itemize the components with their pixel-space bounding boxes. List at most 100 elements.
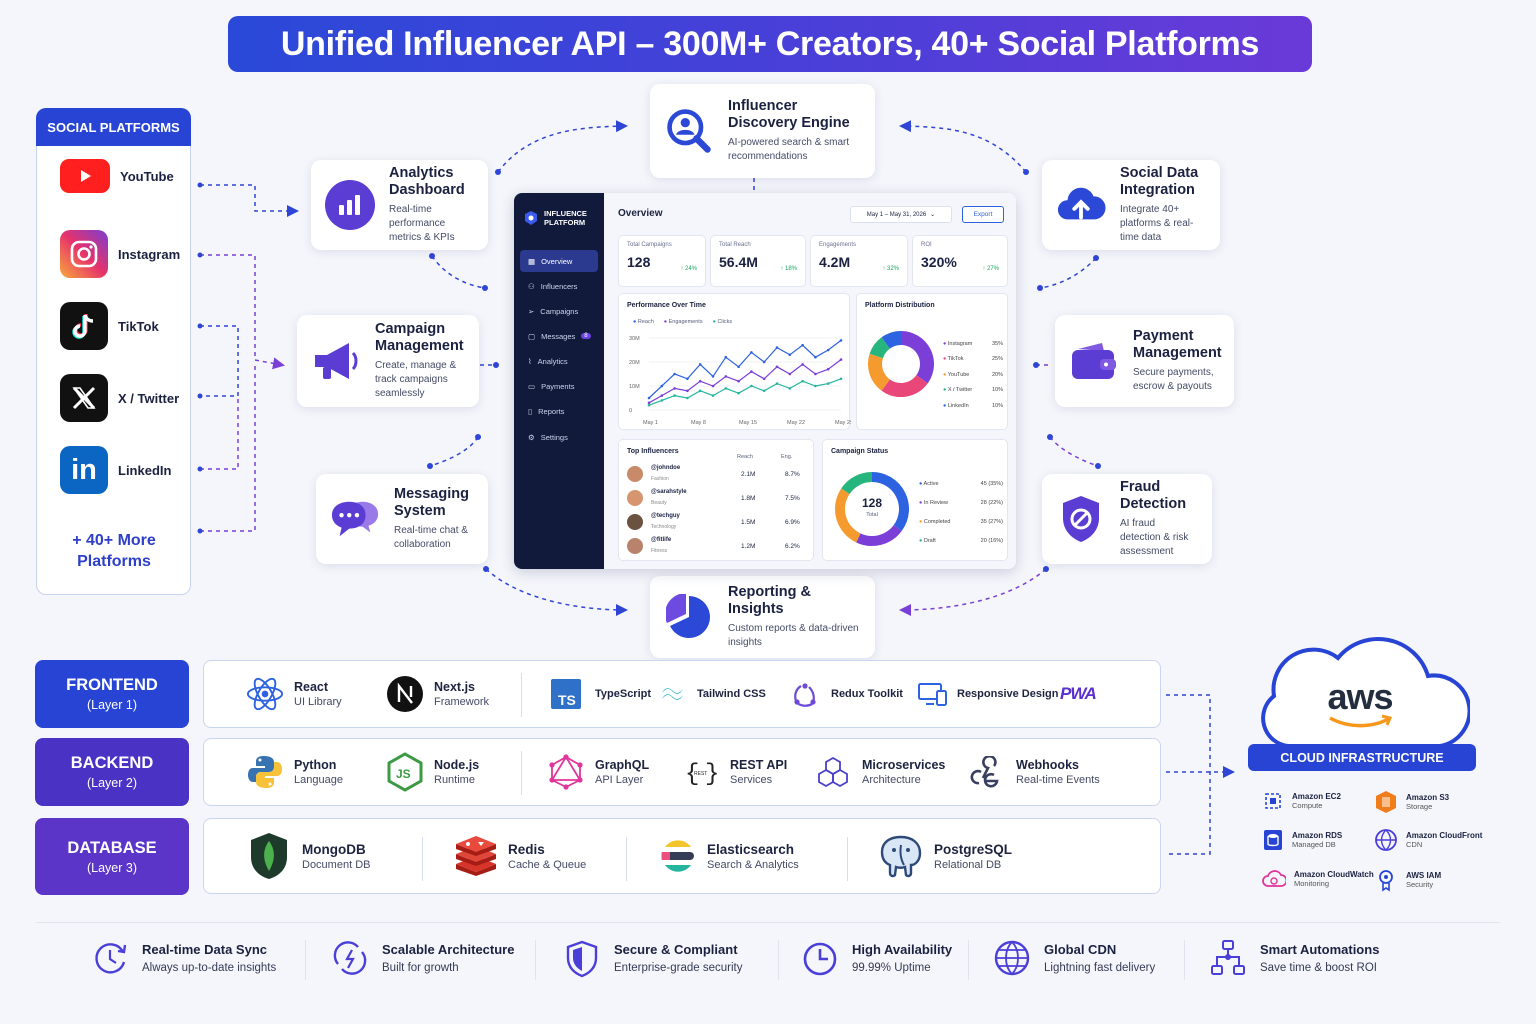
- avatar: [627, 490, 643, 506]
- influencer-row[interactable]: @sarahstyle Beauty 1.8M 7.5%: [627, 488, 807, 508]
- data-point: [801, 379, 804, 383]
- nav-payments[interactable]: ▭ Payments: [528, 381, 575, 391]
- nextjs-icon: [386, 675, 424, 713]
- platform-instagram[interactable]: Instagram: [60, 230, 180, 278]
- brand-logo-icon: [525, 211, 537, 225]
- donut-slice: [856, 524, 902, 546]
- feature-fraud-detection[interactable]: Fraud Detection AI fraud detection & risk…: [1042, 474, 1212, 564]
- export-button[interactable]: Export: [962, 206, 1004, 223]
- series-line-engagements: [648, 359, 842, 404]
- panel-title: Campaign Status: [831, 448, 889, 455]
- legend-row: ● LinkedIn 10%: [943, 402, 1003, 409]
- aws-service-s3[interactable]: Amazon S3 Storage: [1374, 790, 1449, 814]
- tech-webhooks[interactable]: Webhooks Real-time Events: [968, 739, 1100, 805]
- legend-row: ● Draft 20 (16%): [919, 537, 1003, 544]
- divider: [36, 922, 1500, 923]
- feature-reporting-insights[interactable]: Reporting & Insights Custom reports & dat…: [650, 576, 875, 658]
- avatar: [627, 466, 643, 482]
- cloudfront-icon: [1375, 829, 1397, 851]
- performance-line-chart: 30M 20M 10M 0 May 1 May 8 May 15 May 22 May 29: [629, 336, 851, 426]
- chevron-down-icon: ⌄: [930, 212, 936, 218]
- aws-service-iam[interactable]: AWS IAM Security: [1374, 868, 1441, 892]
- platform-tiktok[interactable]: TikTok: [60, 302, 159, 350]
- aws-logo: aws: [1327, 676, 1393, 717]
- nav-analytics[interactable]: ⌇ Analytics: [528, 356, 568, 366]
- data-point: [737, 365, 740, 369]
- tech-pwa[interactable]: PWA: [1060, 661, 1097, 727]
- donut-slice: [871, 472, 909, 532]
- data-point: [788, 372, 792, 376]
- aws-service-ec2[interactable]: Amazon EC2 Compute: [1262, 790, 1341, 812]
- status-total: 128: [861, 496, 883, 510]
- tech-nextjs[interactable]: Next.js Framework: [386, 661, 489, 727]
- feature-analytics-dashboard[interactable]: Analytics Dashboard Real-time performance…: [311, 160, 488, 250]
- nav-settings[interactable]: ⚙ Settings: [528, 432, 568, 442]
- tech-postgresql[interactable]: PostgreSQL Relational DB: [878, 819, 1012, 893]
- tech-graphql[interactable]: GraphQL API Layer: [547, 739, 649, 805]
- tech-rest-api[interactable]: {} REST REST API Services: [682, 739, 787, 805]
- influencer-row[interactable]: @techguy Technology 1.5M 6.9%: [627, 512, 807, 532]
- legend-row: ● Instagram 35%: [943, 340, 1003, 347]
- tech-python[interactable]: Python Language: [246, 739, 343, 805]
- date-range-select[interactable]: May 1 – May 31, 2026 ⌄: [850, 206, 952, 223]
- ec2-icon: [1265, 793, 1281, 809]
- aws-service-cloudfront[interactable]: Amazon CloudFront CDN: [1374, 828, 1482, 852]
- distribution-legend: ● Instagram 35% ● TikTok 25% ● YouTube 20% ● X…: [943, 336, 1003, 414]
- tech-redis[interactable]: Redis Cache & Queue: [454, 819, 586, 893]
- aws-service-rds[interactable]: Amazon RDS Managed DB: [1262, 828, 1342, 852]
- data-point: [750, 384, 753, 388]
- tech-typescript[interactable]: TS TypeScript: [547, 661, 651, 727]
- nav-campaigns[interactable]: ➢ Campaigns: [528, 306, 579, 316]
- donut-slice: [869, 337, 891, 359]
- platform-x-twitter[interactable]: X / Twitter: [60, 374, 179, 422]
- nav-influencers[interactable]: ⚇ Influencers: [528, 281, 578, 291]
- tech-tailwind[interactable]: Tailwind CSS: [659, 661, 766, 727]
- feature-desc: AI-powered search & smart recommendation…: [728, 137, 850, 162]
- tech-react[interactable]: React UI Library: [246, 661, 342, 727]
- svg-text:{: {: [685, 761, 699, 788]
- platform-label: YouTube: [120, 168, 174, 184]
- donut-slice: [868, 353, 891, 391]
- platform-youtube[interactable]: YouTube: [60, 159, 174, 193]
- platform-linkedin[interactable]: in LinkedIn: [60, 446, 171, 494]
- influencer-row[interactable]: @fitlife Fitness 1.2M 6.2%: [627, 536, 807, 556]
- linkedin-icon: in: [60, 446, 108, 494]
- chart-line-icon: ⌇: [528, 356, 532, 366]
- feature-discovery-engine[interactable]: Influencer Discovery Engine AI-powered se…: [650, 84, 875, 178]
- tech-mongodb[interactable]: MongoDB Document DB: [246, 819, 370, 893]
- data-point: [660, 399, 664, 402]
- globe-icon: [994, 940, 1030, 976]
- feature-social-data-integration[interactable]: Social Data Integration Integrate 40+ pla…: [1042, 160, 1220, 250]
- s3-icon: [1376, 791, 1396, 813]
- donut-slice: [835, 488, 861, 543]
- bar-chart-icon: [325, 180, 375, 230]
- legend-item: ● Engagements: [663, 319, 703, 325]
- data-point: [673, 372, 676, 376]
- tiktok-icon: [60, 302, 108, 350]
- dashboard-preview: INFLUENCE PLATFORM ▦ Overview ⚇ Influencer…: [514, 193, 1016, 569]
- grid-icon: ▦: [528, 256, 536, 266]
- nav-reports[interactable]: ▯ Reports: [528, 406, 565, 416]
- tech-redux[interactable]: Redux Toolkit: [789, 661, 903, 727]
- data-point: [724, 375, 728, 378]
- feature-payment-management[interactable]: Payment Management Secure payments, escro…: [1055, 315, 1234, 407]
- influencer-row[interactable]: @johndoe Fashion 2.1M 8.7%: [627, 464, 807, 484]
- tech-responsive[interactable]: Responsive Design: [917, 661, 1058, 727]
- nav-messages[interactable]: ▢ Messages 8: [520, 325, 598, 347]
- tech-microservices[interactable]: Microservices Architecture: [814, 739, 945, 805]
- more-platforms-link[interactable]: + 40+ More Platforms: [72, 532, 156, 570]
- tech-nodejs[interactable]: JS Node.js Runtime: [386, 739, 479, 805]
- clock-icon: [803, 942, 837, 976]
- automation-icon: [1211, 940, 1245, 975]
- scale-icon: [333, 941, 367, 975]
- nav-overview[interactable]: ▦ Overview: [520, 250, 598, 272]
- feature-desc: Integrate 40+ platforms & real-time data: [1120, 204, 1194, 243]
- platform-label: LinkedIn: [118, 462, 172, 478]
- aws-service-cloudwatch[interactable]: Amazon CloudWatch Monitoring: [1262, 868, 1374, 890]
- feature-messaging-system[interactable]: Messaging System Real-time chat & collabo…: [316, 474, 488, 564]
- x-tick-label: May 15: [739, 420, 757, 426]
- tech-elasticsearch[interactable]: Elasticsearch Search & Analytics: [659, 819, 799, 893]
- feature-campaign-management[interactable]: Campaign Management Create, manage & trac…: [297, 315, 479, 407]
- series-line-reach: [648, 339, 842, 399]
- status-total-label: Total: [866, 512, 878, 518]
